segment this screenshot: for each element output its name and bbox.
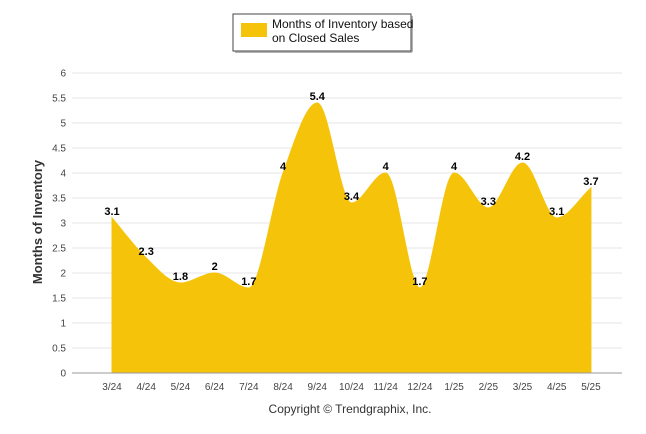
data-label: 3.4	[344, 191, 360, 203]
x-tick-label: 5/24	[171, 382, 191, 393]
x-tick-label: 6/24	[205, 382, 225, 393]
y-tick-label: 3	[60, 219, 66, 230]
copyright-footer: Copyright © Trendgraphix, Inc.	[269, 402, 432, 416]
data-label: 4	[451, 161, 458, 173]
legend: Months of Inventory based on Closed Sale…	[232, 13, 413, 53]
y-tick-label: 2.5	[52, 244, 66, 255]
data-label: 3.3	[481, 196, 496, 208]
area-series	[111, 102, 592, 374]
series-area	[111, 102, 592, 374]
y-tick-label: 2	[60, 269, 66, 280]
y-tick-label: 0	[60, 369, 66, 380]
data-label: 4	[383, 161, 390, 173]
y-axis-title: Months of Inventory	[30, 159, 45, 284]
data-label: 1.8	[173, 271, 188, 283]
x-tick-label: 2/25	[479, 382, 499, 393]
y-tick-label: 3.5	[52, 194, 66, 205]
y-tick-label: 6	[60, 69, 66, 80]
y-tick-label: 5	[60, 119, 66, 130]
data-label: 4.2	[515, 151, 530, 163]
legend-label-line2: on Closed Sales	[272, 31, 359, 45]
y-tick-label: 5.5	[52, 94, 66, 105]
data-label: 2.3	[139, 246, 154, 258]
x-tick-label: 11/24	[374, 382, 399, 393]
x-tick-label: 3/24	[102, 382, 122, 393]
data-label: 1.7	[241, 276, 256, 288]
x-tick-label: 4/25	[547, 382, 567, 393]
data-label: 5.4	[310, 91, 326, 103]
y-tick-label: 0.5	[52, 344, 66, 355]
y-tick-label: 1.5	[52, 294, 66, 305]
x-tick-label: 5/25	[581, 382, 601, 393]
x-tick-label: 7/24	[239, 382, 259, 393]
data-label: 3.1	[104, 206, 119, 218]
x-tick-label: 4/24	[136, 382, 156, 393]
data-label: 1.7	[412, 276, 427, 288]
data-label: 2	[212, 261, 218, 273]
x-tick-label: 12/24	[407, 382, 432, 393]
data-label: 3.1	[549, 206, 564, 218]
x-tick-label: 9/24	[308, 382, 328, 393]
x-tick-labels: 3/24 4/24 5/24 6/24 7/24 8/24 9/24 10/24 11/24 12…	[102, 382, 601, 393]
x-tick-label: 1/25	[444, 382, 464, 393]
data-labels: 3.1 2.3 1.8 2 1.7 4 5.4 3.4 4 1.7 4 3.3 4.2 3.1 3.7	[104, 91, 598, 288]
x-tick-label: 10/24	[339, 382, 364, 393]
data-label: 3.7	[583, 176, 598, 188]
x-tick-label: 3/25	[513, 382, 533, 393]
y-tick-label: 4	[60, 169, 66, 180]
y-tick-label: 4.5	[52, 144, 66, 155]
legend-label-line1: Months of Inventory based	[272, 17, 413, 31]
data-label: 4	[280, 161, 287, 173]
y-tick-label: 1	[60, 319, 66, 330]
y-tick-labels: 0 0.5 1 1.5 2 2.5 3 3.5 4 4.5 5 5.5 6	[52, 69, 66, 380]
x-tick-label: 8/24	[273, 382, 293, 393]
legend-swatch	[241, 23, 267, 37]
